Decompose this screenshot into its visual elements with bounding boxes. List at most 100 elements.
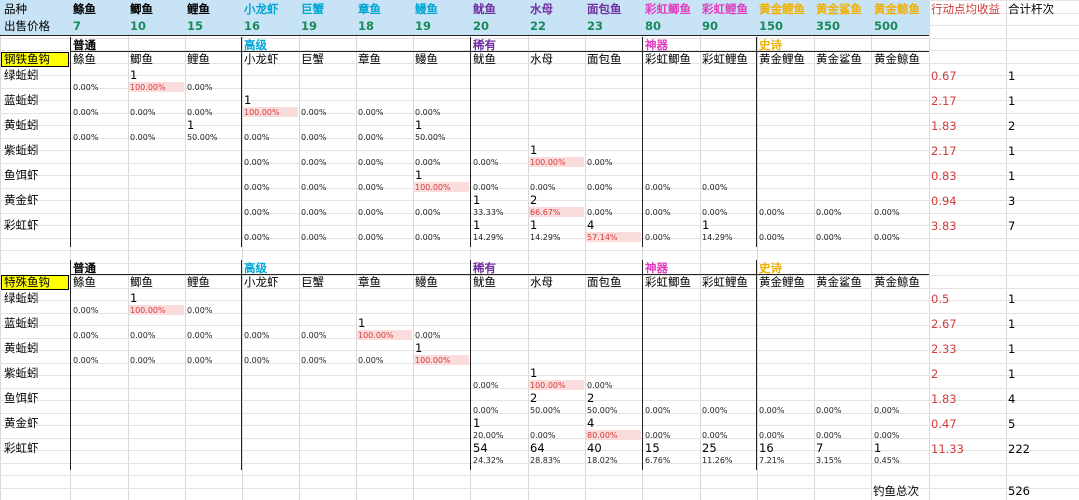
grid-hline — [0, 113, 1079, 114]
catch-pct: 0.00% — [587, 183, 613, 192]
bait-name: 鱼饵虾 — [4, 168, 39, 182]
header-fish-name: 章鱼 — [358, 2, 381, 16]
catch-pct: 0.00% — [874, 406, 900, 415]
bait-total: 1 — [1008, 69, 1016, 83]
tier-label-epic: 史诗 — [759, 261, 782, 275]
grid-hline — [0, 413, 1079, 414]
catch-pct: 0.00% — [645, 406, 671, 415]
pct-highlight — [529, 380, 584, 390]
catch-pct: 0.00% — [759, 208, 785, 217]
grid-hline — [0, 100, 1079, 101]
fish-name: 鳗鱼 — [415, 275, 438, 289]
catch-pct: 0.00% — [130, 356, 156, 365]
catch-pct: 0.00% — [759, 406, 785, 415]
tier-label-advanced: 高级 — [244, 38, 267, 52]
fish-name: 鲫鱼 — [130, 52, 153, 66]
header-fish-price: 150 — [759, 19, 784, 33]
header-fish-price: 22 — [530, 19, 547, 33]
tier-separator — [241, 37, 242, 247]
header-fish-name: 彩虹鲫鱼 — [645, 2, 691, 16]
fish-name: 章鱼 — [358, 275, 381, 289]
catch-count: 16 — [759, 441, 774, 455]
tier-label-rare: 稀有 — [473, 261, 496, 275]
header-fish-price: 16 — [244, 19, 261, 33]
bait-ratio: 1.83 — [931, 119, 957, 133]
bait-total: 1 — [1008, 169, 1016, 183]
catch-pct: 0.00% — [244, 158, 270, 167]
grid-hline — [0, 50, 1079, 51]
grid-hline — [0, 175, 1079, 176]
fish-name: 章鱼 — [358, 52, 381, 66]
header-fish-price: 90 — [702, 19, 719, 33]
hook-label-bg — [1, 275, 69, 290]
tier-separator — [642, 37, 643, 247]
catch-pct: 0.00% — [473, 158, 499, 167]
catch-pct: 50.00% — [415, 133, 446, 142]
pct-highlight — [357, 330, 412, 340]
header-fish-name: 巨蟹 — [301, 2, 324, 16]
tier-separator — [642, 260, 643, 470]
header-fish-price: 20 — [473, 19, 490, 33]
catch-pct: 0.00% — [415, 208, 441, 217]
grid-hline — [0, 88, 1079, 89]
catch-pct: 0.00% — [187, 83, 213, 92]
pct-highlight — [129, 82, 184, 92]
bait-name: 鱼饵虾 — [4, 391, 39, 405]
catch-pct: 50.00% — [187, 133, 218, 142]
bait-total: 222 — [1008, 442, 1030, 456]
header-label-price: 出售价格 — [4, 19, 50, 33]
catch-pct: 0.00% — [645, 431, 671, 440]
catch-pct: 0.00% — [415, 233, 441, 242]
catch-pct: 0.00% — [702, 183, 728, 192]
tier-label-epic: 史诗 — [759, 38, 782, 52]
tier-separator — [756, 37, 757, 247]
bait-ratio: 0.47 — [931, 417, 957, 431]
header-fish-name: 鳗鱼 — [415, 2, 438, 16]
hook-label: 钢铁鱼钩 — [4, 52, 50, 66]
catch-pct: 66.67% — [530, 208, 561, 217]
catch-pct: 0.00% — [702, 406, 728, 415]
catch-pct: 0.00% — [358, 158, 384, 167]
catch-pct: 0.00% — [816, 406, 842, 415]
bait-ratio: 2.17 — [931, 144, 957, 158]
header-fish-name: 小龙虾 — [244, 2, 279, 16]
tier-separator — [470, 260, 471, 470]
grid-hline — [0, 250, 1079, 251]
catch-pct: 14.29% — [702, 233, 733, 242]
header-fish-price: 23 — [587, 19, 604, 33]
grid-hline — [0, 125, 1079, 126]
header-fish-price: 7 — [73, 19, 82, 33]
catch-count: 4 — [587, 218, 595, 232]
grid-hline — [0, 63, 1079, 64]
catch-pct: 24.32% — [473, 456, 504, 465]
bait-name: 紫蚯蚓 — [4, 366, 39, 380]
tier-label-normal: 普通 — [73, 261, 96, 275]
pct-highlight — [129, 305, 184, 315]
catch-pct: 0.00% — [187, 331, 213, 340]
tier-separator — [470, 37, 471, 247]
header-fish-name: 黄金鲤鱼 — [759, 2, 805, 16]
catch-pct: 0.00% — [358, 356, 384, 365]
bait-total: 7 — [1008, 219, 1016, 233]
fish-name: 黄金鲨鱼 — [816, 275, 862, 289]
grid-hline — [0, 350, 1079, 351]
catch-pct: 0.00% — [874, 431, 900, 440]
header-fish-name: 鲤鱼 — [187, 2, 210, 16]
catch-pct: 0.00% — [244, 233, 270, 242]
catch-count: 1 — [187, 118, 195, 132]
catch-pct: 0.00% — [645, 208, 671, 217]
catch-count: 4 — [587, 416, 595, 430]
grid-hline — [0, 488, 1079, 489]
pct-highlight — [586, 232, 641, 242]
fish-name: 鲦鱼 — [73, 275, 96, 289]
grid-hline — [0, 225, 1079, 226]
catch-pct: 0.00% — [702, 431, 728, 440]
tier-row-border — [71, 274, 929, 275]
grid-hline — [0, 463, 1079, 464]
catch-pct: 0.00% — [358, 133, 384, 142]
catch-pct: 0.00% — [187, 356, 213, 365]
pct-highlight — [414, 182, 469, 192]
catch-pct: 33.33% — [473, 208, 504, 217]
catch-pct: 0.00% — [130, 108, 156, 117]
catch-pct: 28.83% — [530, 456, 561, 465]
